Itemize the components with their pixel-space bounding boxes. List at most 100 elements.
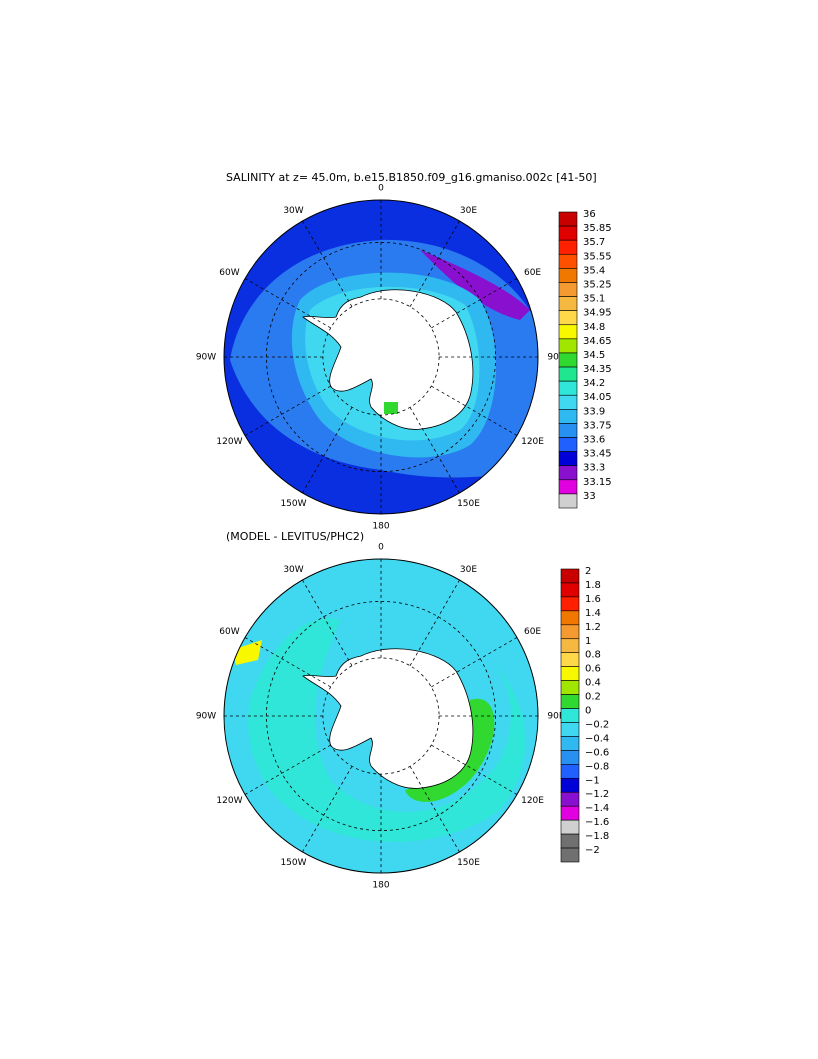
meridian [244, 744, 331, 795]
colorbar-swatch [558, 338, 578, 354]
meridian [409, 766, 460, 853]
meridian [302, 220, 353, 307]
meridian [431, 385, 518, 436]
colorbar-label: 35.55 [583, 251, 612, 262]
colorbar-swatch [558, 211, 578, 227]
longitude-label: 0 [378, 184, 384, 194]
colorbar-swatch [560, 847, 580, 863]
longitude-label: 180 [372, 522, 389, 532]
colorbar-swatch [560, 624, 580, 640]
longitude-label: 0 [378, 543, 384, 553]
difference-map [224, 559, 538, 873]
colorbar-label: −0.4 [585, 733, 609, 744]
colorbar-swatch [560, 791, 580, 807]
colorbar-label: 1.6 [585, 594, 601, 605]
colorbar-swatch [560, 652, 580, 667]
colorbar-label: 1.8 [585, 580, 601, 591]
longitude-label: 90E [547, 353, 564, 363]
colorbar-label: 33.15 [583, 477, 612, 488]
colorbar-swatch [558, 268, 578, 283]
graticule [223, 199, 539, 874]
longitude-label: 30W [283, 206, 303, 216]
panel-title: SALINITY at z= 45.0m, b.e15.B1850.f09_g1… [226, 171, 597, 184]
longitude-label: 120E [521, 796, 544, 806]
colorbar-swatch [560, 833, 580, 849]
colorbar-swatch [560, 596, 580, 612]
longitude-label: 150E [457, 858, 480, 868]
colorbar-swatch [558, 423, 578, 438]
longitude-label: 150E [457, 499, 480, 509]
meridian [431, 637, 518, 688]
longitude-label: 30E [460, 565, 477, 575]
colorbar-label: 34.5 [583, 350, 605, 361]
colorbar-swatch [558, 296, 578, 311]
longitude-label: 120W [216, 796, 242, 806]
colorbar-label: 34.65 [583, 336, 612, 347]
longitude-label: 180 [372, 881, 389, 891]
colorbar-swatch [560, 610, 580, 626]
colorbar-swatch [558, 239, 578, 255]
panel-title: (MODEL - LEVITUS/PHC2) [226, 530, 364, 543]
colorbar-label: 35.7 [583, 237, 605, 248]
colorbar-swatch [560, 694, 580, 709]
colorbar-label: −1.2 [585, 789, 609, 800]
colorbar-swatch [558, 380, 578, 396]
colorbar-label: 0.2 [585, 692, 601, 703]
colorbar-label: 35.85 [583, 223, 612, 234]
longitude-label: 60W [219, 627, 239, 637]
colorbar-label: 1 [585, 636, 591, 647]
colorbar-swatch [560, 805, 580, 821]
colorbar-label: −0.2 [585, 719, 609, 730]
longitude-label: 60E [524, 627, 541, 637]
colorbar-label: 34.2 [583, 378, 605, 389]
colorbar-label: 0.8 [585, 650, 601, 661]
colorbar-swatch [558, 493, 578, 509]
meridian [409, 579, 460, 666]
colorbar-label: −2 [585, 845, 600, 856]
colorbar-swatch [560, 582, 580, 598]
colorbar-swatch [558, 479, 578, 495]
colorbar-swatch [560, 750, 580, 765]
colorbar-label: 33.3 [583, 463, 605, 474]
colorbar-swatch [558, 394, 578, 410]
colorbar-swatch [560, 638, 580, 654]
longitude-label: 30W [283, 565, 303, 575]
longitude-label: 120E [521, 437, 544, 447]
longitude-label: 90W [196, 712, 216, 722]
colorbar-label: 1.2 [585, 622, 601, 633]
colorbar-swatch [560, 736, 580, 751]
colorbar-label: −1.8 [585, 831, 609, 842]
colorbar-label: 35.4 [583, 265, 605, 276]
longitude-label: 120W [216, 437, 242, 447]
colorbar-swatch [560, 708, 580, 723]
colorbar-label: −1 [585, 775, 600, 786]
colorbar-label: 34.8 [583, 322, 605, 333]
colorbar-swatch [560, 764, 580, 779]
colorbar-label: 36 [583, 209, 596, 220]
colorbar-label: 33 [583, 491, 596, 502]
meridian [409, 407, 460, 494]
longitude-label: 60E [524, 268, 541, 278]
longitude-label: 90W [196, 353, 216, 363]
salinity-map [224, 200, 538, 514]
colorbar-swatch [558, 437, 578, 452]
colorbar-swatch [558, 451, 578, 467]
longitude-label: 30E [460, 206, 477, 216]
meridian [302, 407, 353, 494]
colorbar-label: 35.25 [583, 279, 612, 290]
colorbar-swatch [558, 324, 578, 340]
longitude-label: 150W [280, 858, 306, 868]
meridian [244, 385, 331, 436]
meridian [302, 579, 353, 666]
colorbar-label: 2 [585, 566, 591, 577]
colorbar-label: 0 [585, 706, 591, 717]
colorbar-swatch [560, 666, 580, 681]
meridian [302, 766, 353, 853]
colorbar-swatch [560, 722, 580, 737]
colorbar-label: 35.1 [583, 294, 605, 305]
colorbar-swatch [560, 680, 580, 695]
meridian [409, 220, 460, 307]
colorbar-swatch [558, 282, 578, 297]
colorbar-label: 33.6 [583, 435, 605, 446]
